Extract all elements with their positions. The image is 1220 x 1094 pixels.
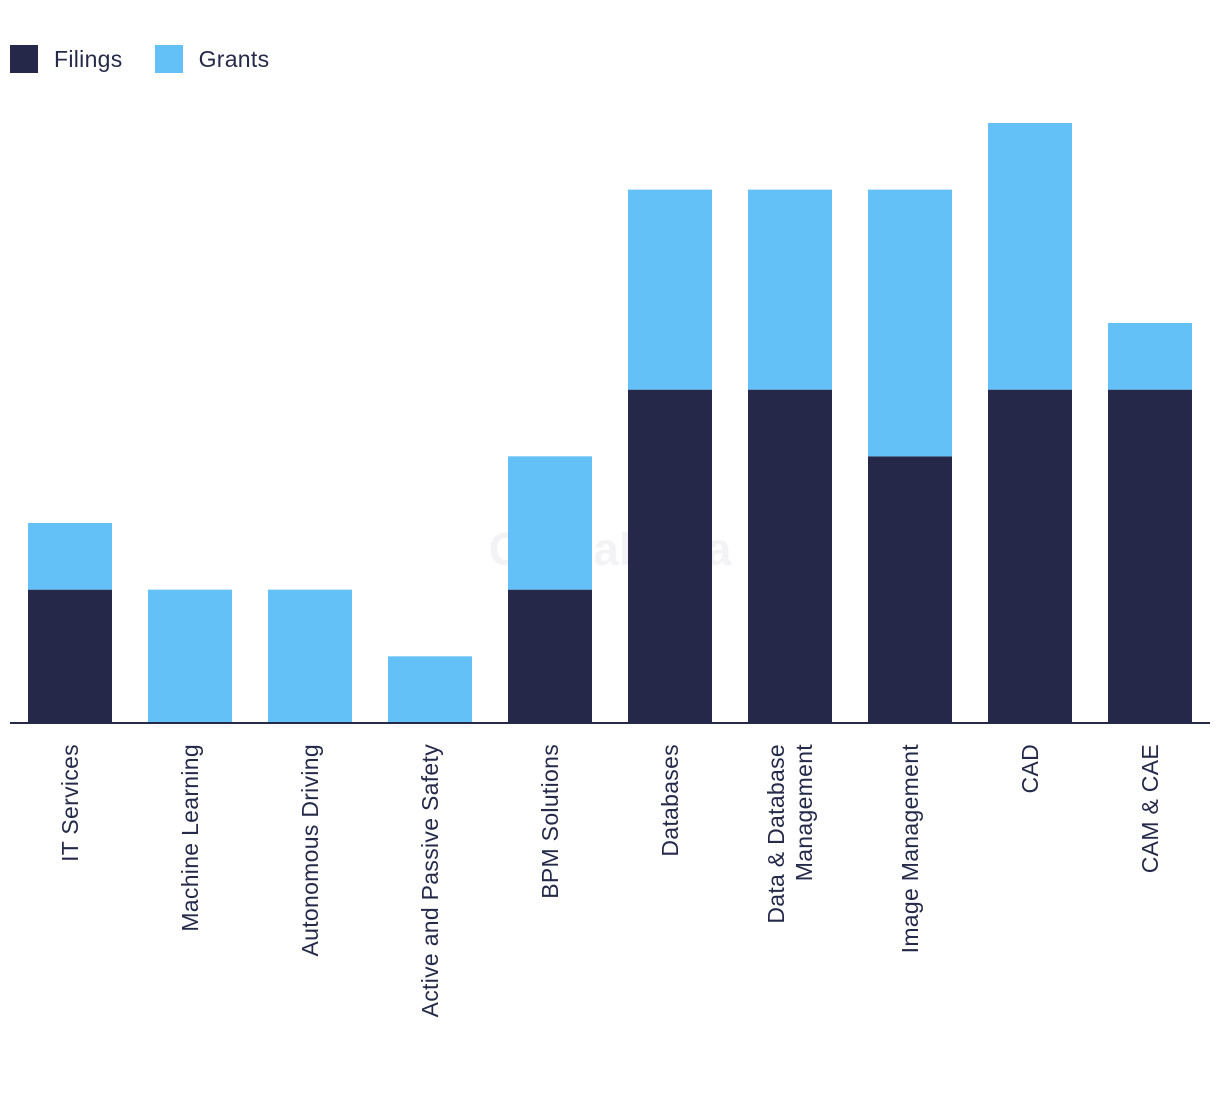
grants-swatch [154, 45, 183, 73]
x-tick-label-cad: CAD [1017, 744, 1043, 793]
bar-grants-it-services[interactable] [28, 522, 112, 590]
bar-grants-machine-learning[interactable] [148, 589, 232, 723]
legend-label-filings: Filings [54, 45, 123, 72]
legend-label-grants: Grants [198, 45, 270, 72]
bar-filings-image-management[interactable] [868, 456, 952, 723]
x-tick-label-line: IT Services [57, 744, 83, 862]
bar-filings-cam-and-cae[interactable] [1108, 389, 1192, 723]
x-tick-label-line: CAM & CAE [1137, 744, 1163, 873]
bar-grants-bpm-solutions[interactable] [508, 456, 592, 590]
x-tick-label-line: Active and Passive Safety [417, 744, 443, 1018]
bar-grants-autonomous-driving[interactable] [268, 589, 352, 723]
x-tick-label-data-and-database-management: Data & DatabaseManagement [763, 744, 817, 924]
bar-filings-cad[interactable] [988, 389, 1072, 723]
bar-filings-bpm-solutions[interactable] [508, 589, 592, 723]
x-tick-label-line: BPM Solutions [537, 744, 563, 899]
x-tick-label-line: Databases [657, 744, 683, 857]
legend-item-grants[interactable]: Grants [154, 45, 270, 73]
x-tick-label-autonomous-driving: Autonomous Driving [297, 744, 323, 957]
bar-grants-cad[interactable] [988, 122, 1072, 390]
chart-legend: Filings Grants [10, 42, 301, 76]
x-tick-label-cam-and-cae: CAM & CAE [1137, 744, 1163, 873]
bar-grants-data-and-database-management[interactable] [748, 189, 832, 390]
filings-swatch [10, 45, 38, 73]
bar-grants-image-management[interactable] [868, 189, 952, 457]
legend-item-filings[interactable]: Filings [10, 45, 123, 73]
bar-grants-databases[interactable] [628, 189, 712, 390]
x-tick-label-machine-learning: Machine Learning [177, 744, 203, 932]
bars-group [28, 122, 1192, 723]
x-tick-label-line: CAD [1017, 744, 1043, 793]
x-tick-label-active-and-passive-safety: Active and Passive Safety [417, 744, 443, 1018]
x-tick-label-line: Data & Database [763, 744, 789, 924]
bar-filings-databases[interactable] [628, 389, 712, 723]
bar-grants-active-and-passive-safety[interactable] [388, 656, 472, 723]
x-tick-label-line: Machine Learning [177, 744, 203, 932]
x-tick-label-bpm-solutions: BPM Solutions [537, 744, 563, 899]
x-tick-label-it-services: IT Services [57, 744, 83, 862]
x-tick-label-line: Management [791, 744, 817, 882]
x-tick-label-line: Image Management [897, 744, 923, 954]
bar-filings-data-and-database-management[interactable] [748, 389, 832, 723]
x-tick-label-line: Autonomous Driving [297, 744, 323, 957]
x-tick-labels: IT Services Machine Learning Autonomous Dr… [57, 744, 1163, 1018]
bar-filings-it-services[interactable] [28, 589, 112, 723]
bar-grants-cam-and-cae[interactable] [1108, 322, 1192, 390]
x-tick-label-image-management: Image Management [897, 744, 923, 954]
x-tick-label-databases: Databases [657, 744, 683, 857]
